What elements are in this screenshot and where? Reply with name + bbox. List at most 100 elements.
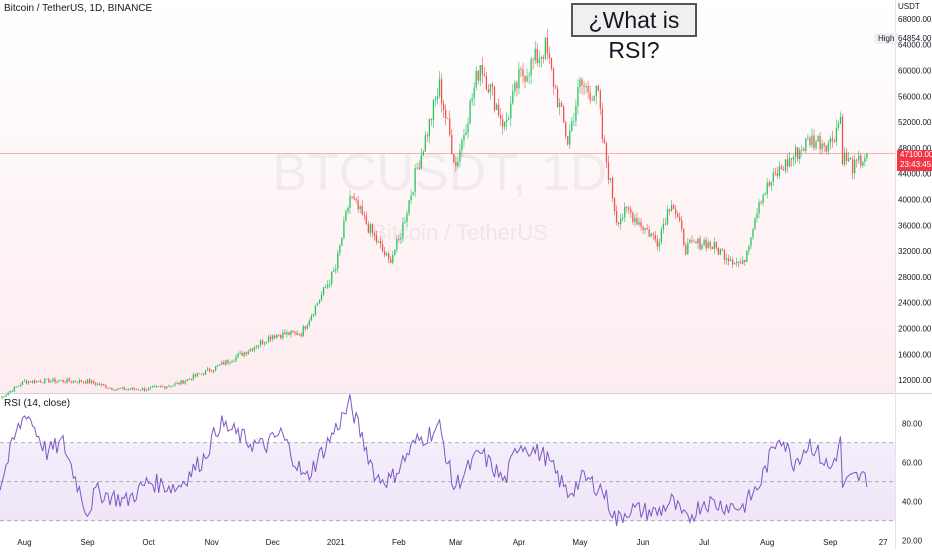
currency-label[interactable]: USDT [898, 2, 920, 11]
candle-down [198, 373, 201, 375]
candle-up [662, 223, 665, 230]
candle-down [485, 75, 488, 90]
candle-up [156, 386, 158, 387]
time-tick-label: Apr [513, 538, 526, 547]
price-tick-label: 64000.00 [898, 41, 932, 50]
rsi-indicator-label[interactable]: RSI (14, close) [4, 398, 71, 409]
candle-up [847, 158, 850, 161]
candle-up [697, 238, 699, 244]
candle-up [713, 242, 715, 249]
candle-down [491, 84, 494, 88]
candle-down [453, 153, 455, 163]
last-price: 47100.00 [900, 150, 932, 159]
candle-down [563, 106, 565, 123]
candle-up [467, 123, 469, 133]
candle-up [17, 385, 19, 387]
time-tick-label: Aug [17, 538, 31, 547]
candle-layer [0, 28, 895, 400]
candle-up [326, 284, 329, 288]
candle-up [282, 332, 284, 339]
candle-up [756, 213, 758, 219]
candle-up [298, 334, 300, 336]
candle-up [231, 361, 233, 363]
watermark-sub: Bitcoin / TetherUS [372, 220, 548, 245]
candle-down [790, 158, 793, 160]
candle-up [345, 211, 347, 221]
candle-up [835, 127, 838, 142]
candle-up [839, 116, 842, 124]
candle-up [13, 386, 15, 392]
candle-up [778, 166, 781, 176]
candle-down [581, 79, 583, 86]
candle-down [628, 207, 630, 210]
candle-down [668, 209, 671, 212]
candle-up [235, 356, 237, 361]
candle-up [265, 342, 268, 344]
candle-down [819, 135, 821, 150]
time-tick-label: Mar [449, 538, 463, 547]
candle-down [33, 380, 36, 383]
candle-up [420, 155, 422, 169]
candle-up [406, 213, 408, 222]
candle-up [50, 381, 52, 383]
candle-up [166, 386, 168, 389]
candle-down [288, 332, 290, 336]
candle-up [312, 314, 315, 316]
candle-down [565, 122, 567, 137]
candle-down [62, 380, 64, 382]
candle-up [23, 380, 26, 382]
candle-up [729, 259, 732, 262]
candle-up [811, 135, 813, 146]
candle-down [648, 229, 650, 237]
price-axis-background [895, 0, 932, 550]
candle-up [459, 150, 461, 162]
candle-up [168, 386, 170, 387]
candle-up [131, 387, 133, 390]
candle-up [320, 294, 323, 301]
candle-down [355, 198, 357, 201]
candle-up [489, 84, 492, 93]
candle-up [347, 207, 349, 212]
candle-up [329, 283, 331, 285]
candle-up [687, 242, 689, 255]
price-pane-background [0, 0, 895, 393]
candle-up [758, 202, 760, 214]
candle-down [642, 226, 644, 230]
candle-up [213, 369, 215, 372]
candle-down [361, 206, 363, 215]
candle-up [225, 360, 227, 365]
candle-down [139, 390, 142, 391]
candle-up [331, 271, 333, 284]
candle-down [695, 241, 697, 244]
candle-down [699, 238, 701, 250]
candle-down [11, 391, 13, 392]
candle-down [296, 332, 298, 336]
candle-down [833, 141, 835, 142]
symbol-title[interactable]: Bitcoin / TetherUS, 1D, BINANCE [4, 3, 153, 14]
candle-up [359, 206, 361, 210]
candle-up [526, 76, 528, 82]
candle-up [463, 134, 465, 140]
candle-down [630, 209, 632, 213]
candle-up [762, 195, 764, 203]
candle-down [418, 167, 420, 169]
candle-up [310, 315, 313, 321]
candle-up [219, 364, 221, 366]
candle-down [672, 205, 675, 209]
candle-up [308, 320, 310, 326]
candle-down [556, 88, 559, 107]
candle-up [670, 205, 673, 212]
rsi-axis-ticks: 80.00 60.00 40.00 20.00 [902, 419, 923, 545]
candle-up [829, 138, 831, 144]
candle-up [573, 120, 575, 122]
candle-down [711, 246, 713, 249]
candle-up [510, 103, 512, 119]
candle-up [469, 100, 471, 124]
candle-down [38, 380, 40, 382]
candle-up [457, 161, 459, 167]
candle-up [19, 385, 21, 386]
candle-up [772, 172, 774, 182]
candle-down [25, 380, 28, 384]
